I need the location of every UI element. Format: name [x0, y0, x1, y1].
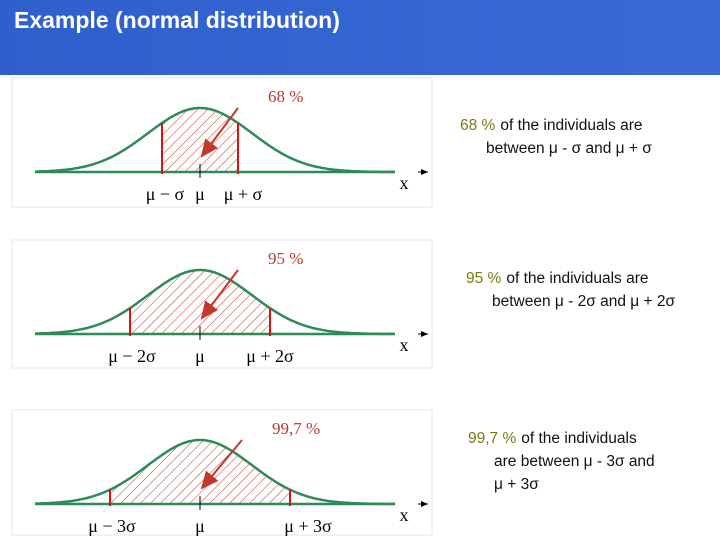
description-line: between μ - 2σ and μ + 2σ: [492, 293, 675, 310]
description-highlight: 95 %: [466, 270, 502, 287]
percent-label: 95 %: [268, 249, 303, 268]
axis-name: x: [400, 335, 409, 355]
axis-label: μ + 3σ: [284, 516, 332, 536]
description-line: 68 % of the individuals are: [460, 117, 643, 134]
bell-curve: [34, 268, 395, 336]
axis-label: μ + 2σ: [246, 346, 294, 366]
description-line: are between μ - 3σ and: [494, 453, 655, 470]
pointer-arrow: [200, 107, 239, 158]
axis-label: μ: [195, 346, 205, 366]
percent-label: 68 %: [268, 87, 303, 106]
axis-name: x: [400, 173, 409, 193]
description-line: μ + 3σ: [494, 476, 539, 493]
description-line: between μ - σ and μ + σ: [486, 140, 652, 157]
description-highlight: 99,7 %: [468, 430, 516, 447]
bell-curve: [34, 106, 395, 174]
percent-label: 99,7 %: [272, 419, 320, 438]
slide-title: Example (normal distribution): [14, 7, 340, 33]
axis-label: μ: [195, 184, 205, 204]
description-text: of the individuals are: [506, 270, 648, 287]
axis-label: μ − σ: [146, 184, 185, 204]
description-line: 99,7 % of the individuals: [468, 430, 637, 447]
description-highlight: 68 %: [460, 117, 496, 134]
axis-label: μ − 3σ: [88, 516, 136, 536]
axis-label: μ − 2σ: [108, 346, 156, 366]
description-line: 95 % of the individuals are: [466, 270, 649, 287]
description-text: of the individuals are: [500, 117, 642, 134]
axis-label: μ + σ: [224, 184, 263, 204]
header-bar: [0, 0, 720, 75]
description-text: of the individuals: [521, 430, 637, 447]
axis-label: μ: [195, 516, 205, 536]
hatched-area: [110, 440, 290, 504]
pointer-arrow: [200, 269, 239, 320]
bell-curve: [34, 438, 395, 506]
pointer-arrow: [200, 439, 243, 490]
hatched-area: [130, 270, 270, 334]
hatched-area: [162, 108, 238, 172]
axis-name: x: [400, 505, 409, 525]
